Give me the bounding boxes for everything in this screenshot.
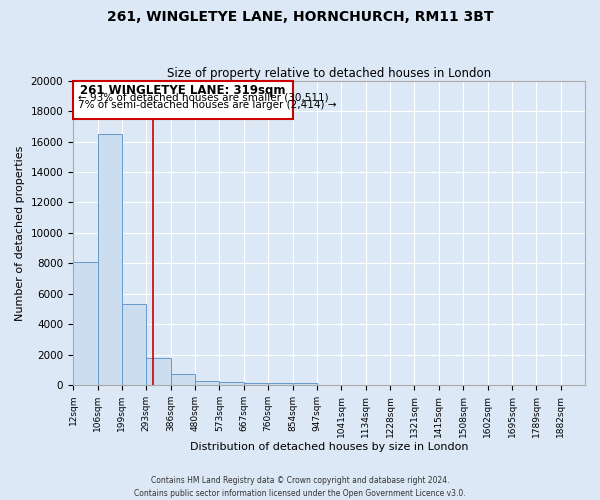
Text: ← 93% of detached houses are smaller (30,511): ← 93% of detached houses are smaller (30… <box>78 93 329 103</box>
X-axis label: Distribution of detached houses by size in London: Distribution of detached houses by size … <box>190 442 468 452</box>
Bar <box>122 304 146 385</box>
Bar <box>98 134 122 385</box>
Bar <box>73 262 98 385</box>
Text: 7% of semi-detached houses are larger (2,414) →: 7% of semi-detached houses are larger (2… <box>78 100 337 110</box>
Bar <box>195 380 220 385</box>
Y-axis label: Number of detached properties: Number of detached properties <box>15 145 25 320</box>
Text: Contains HM Land Registry data © Crown copyright and database right 2024.
Contai: Contains HM Land Registry data © Crown c… <box>134 476 466 498</box>
Bar <box>268 384 293 385</box>
Bar <box>244 383 268 385</box>
Bar <box>293 384 317 385</box>
Bar <box>146 358 170 385</box>
Text: 261 WINGLETYE LANE: 319sqm: 261 WINGLETYE LANE: 319sqm <box>80 84 286 96</box>
Text: 261, WINGLETYE LANE, HORNCHURCH, RM11 3BT: 261, WINGLETYE LANE, HORNCHURCH, RM11 3B… <box>107 10 493 24</box>
Title: Size of property relative to detached houses in London: Size of property relative to detached ho… <box>167 66 491 80</box>
Bar <box>220 382 244 385</box>
FancyBboxPatch shape <box>73 80 293 118</box>
Bar <box>170 374 195 385</box>
